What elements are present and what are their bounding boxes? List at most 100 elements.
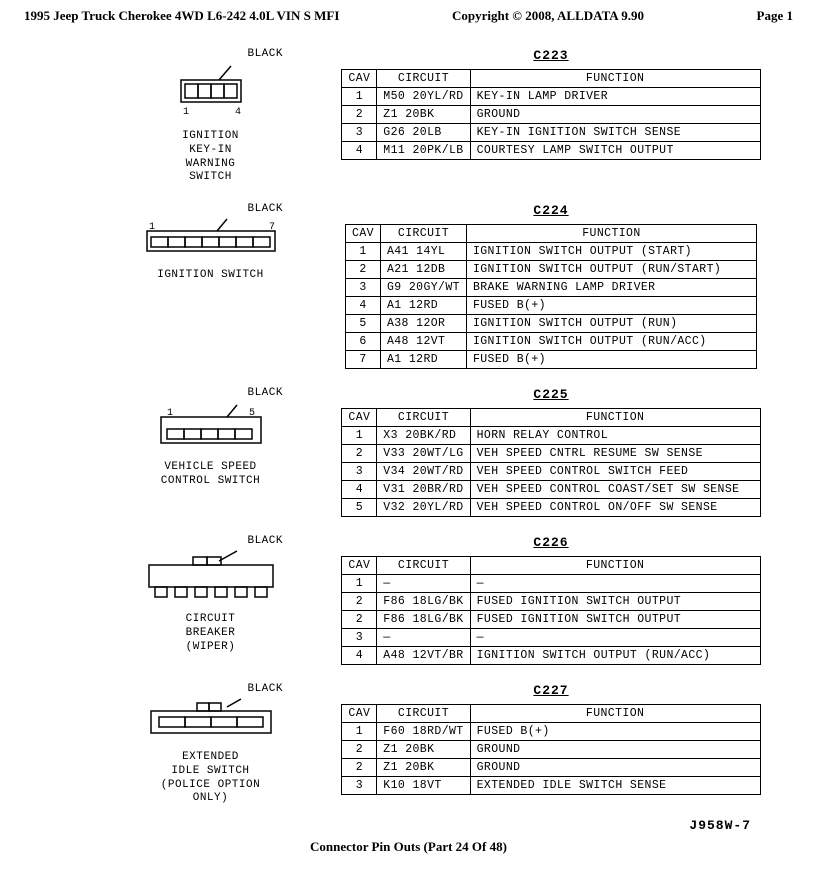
table-row: 3K10 18VTEXTENDED IDLE SWITCH SENSE xyxy=(342,777,760,795)
table-cell: 5 xyxy=(346,315,381,333)
table-header-cell: FUNCTION xyxy=(470,409,760,427)
table-header-cell: CAV xyxy=(342,70,377,88)
table-row: 4A1 12RDFUSED B(+) xyxy=(346,297,757,315)
table-cell: 2 xyxy=(342,445,377,463)
table-header-cell: FUNCTION xyxy=(470,70,760,88)
pinout-table: CAVCIRCUITFUNCTION1X3 20BK/RDHORN RELAY … xyxy=(341,408,760,517)
table-cell: A1 12RD xyxy=(380,351,466,369)
table-row: 1—— xyxy=(342,575,760,593)
table-cell: VEH SPEED CONTROL ON/OFF SW SENSE xyxy=(470,499,760,517)
table-cell: 7 xyxy=(346,351,381,369)
connector-icon xyxy=(139,549,283,605)
table-header-row: CAVCIRCUITFUNCTION xyxy=(342,70,760,88)
table-cell: G26 20LB xyxy=(377,124,470,142)
pinout-table-wrap: C226CAVCIRCUITFUNCTION1——2F86 18LG/BKFUS… xyxy=(303,535,799,665)
table-cell: KEY-IN LAMP DRIVER xyxy=(470,88,760,106)
table-cell: 1 xyxy=(342,575,377,593)
table-cell: 3 xyxy=(342,124,377,142)
table-row: 2F86 18LG/BKFUSED IGNITION SWITCH OUTPUT xyxy=(342,611,760,629)
table-header-cell: CIRCUIT xyxy=(377,557,470,575)
table-cell: F86 18LG/BK xyxy=(377,611,470,629)
table-header-row: CAVCIRCUITFUNCTION xyxy=(342,409,760,427)
table-header-cell: FUNCTION xyxy=(470,705,760,723)
table-cell: 4 xyxy=(346,297,381,315)
table-row: 3G26 20LBKEY-IN IGNITION SWITCH SENSE xyxy=(342,124,760,142)
table-row: 2Z1 20BKGROUND xyxy=(342,106,760,124)
table-cell: IGNITION SWITCH OUTPUT (RUN/ACC) xyxy=(466,333,756,351)
table-cell: 1 xyxy=(342,427,377,445)
pinout-table-wrap: C225CAVCIRCUITFUNCTION1X3 20BK/RDHORN RE… xyxy=(303,387,799,517)
table-cell: 2 xyxy=(346,261,381,279)
table-cell: — xyxy=(470,575,760,593)
svg-text:1: 1 xyxy=(183,107,190,118)
table-cell: 4 xyxy=(342,481,377,499)
table-header-cell: CIRCUIT xyxy=(377,705,470,723)
table-cell: A48 12VT xyxy=(380,333,466,351)
table-row: 2A21 12DBIGNITION SWITCH OUTPUT (RUN/STA… xyxy=(346,261,757,279)
table-cell: — xyxy=(377,575,470,593)
connector-id-title: C224 xyxy=(533,203,568,218)
table-header-row: CAVCIRCUITFUNCTION xyxy=(342,557,760,575)
table-row: 1F60 18RD/WTFUSED B(+) xyxy=(342,723,760,741)
table-cell: V34 20WT/RD xyxy=(377,463,470,481)
table-cell: Z1 20BK xyxy=(377,759,470,777)
table-row: 4A48 12VT/BRIGNITION SWITCH OUTPUT (RUN/… xyxy=(342,647,760,665)
table-header-cell: FUNCTION xyxy=(466,225,756,243)
connector-section-c224: BLACK17IGNITION SWITCHC224CAVCIRCUITFUNC… xyxy=(18,203,799,369)
connector-diagram: BLACK17IGNITION SWITCH xyxy=(118,203,303,283)
table-row: 5A38 12ORIGNITION SWITCH OUTPUT (RUN) xyxy=(346,315,757,333)
table-cell: 2 xyxy=(342,106,377,124)
table-cell: FUSED B(+) xyxy=(466,351,756,369)
table-cell: A38 12OR xyxy=(380,315,466,333)
table-cell: IGNITION SWITCH OUTPUT (RUN/START) xyxy=(466,261,756,279)
pinout-table-wrap: C224 CAVCIRCUITFUNCTION1A41 14YLIGNITION … xyxy=(303,203,799,369)
table-header-row: CAVCIRCUITFUNCTION xyxy=(346,225,757,243)
table-cell: VEH SPEED CNTRL RESUME SW SENSE xyxy=(470,445,760,463)
svg-text:1: 1 xyxy=(149,222,156,233)
pinout-table: CAVCIRCUITFUNCTION1F60 18RD/WTFUSED B(+)… xyxy=(341,704,760,795)
table-cell: 2 xyxy=(342,593,377,611)
table-cell: VEH SPEED CONTROL COAST/SET SW SENSE xyxy=(470,481,760,499)
table-cell: X3 20BK/RD xyxy=(377,427,470,445)
table-cell: IGNITION SWITCH OUTPUT (RUN/ACC) xyxy=(470,647,760,665)
table-cell: 3 xyxy=(342,777,377,795)
table-cell: 2 xyxy=(342,611,377,629)
svg-text:4: 4 xyxy=(235,107,242,118)
page-number: Page 1 xyxy=(757,8,793,24)
table-cell: 1 xyxy=(346,243,381,261)
table-row: 2Z1 20BKGROUND xyxy=(342,759,760,777)
table-header-cell: FUNCTION xyxy=(470,557,760,575)
table-cell: GROUND xyxy=(470,759,760,777)
table-cell: — xyxy=(470,629,760,647)
table-cell: F86 18LG/BK xyxy=(377,593,470,611)
table-cell: VEH SPEED CONTROL SWITCH FEED xyxy=(470,463,760,481)
connector-color-label: BLACK xyxy=(247,683,283,695)
table-header-cell: CIRCUIT xyxy=(377,70,470,88)
connector-id-title: C225 xyxy=(533,387,568,402)
table-row: 1A41 14YLIGNITION SWITCH OUTPUT (START) xyxy=(346,243,757,261)
table-cell: K10 18VT xyxy=(377,777,470,795)
table-cell: EXTENDED IDLE SWITCH SENSE xyxy=(470,777,760,795)
table-cell: FUSED B(+) xyxy=(466,297,756,315)
connector-caption: VEHICLE SPEEDCONTROL SWITCH xyxy=(161,461,260,489)
table-row: 6A48 12VTIGNITION SWITCH OUTPUT (RUN/ACC… xyxy=(346,333,757,351)
table-cell: M11 20PK/LB xyxy=(377,142,470,160)
table-cell: — xyxy=(377,629,470,647)
table-cell: G9 20GY/WT xyxy=(380,279,466,297)
svg-text:7: 7 xyxy=(269,222,276,233)
connector-icon xyxy=(141,697,281,743)
pinout-table-wrap: C227CAVCIRCUITFUNCTION1F60 18RD/WTFUSED … xyxy=(303,683,799,795)
table-row: 1M50 20YL/RDKEY-IN LAMP DRIVER xyxy=(342,88,760,106)
connector-caption: EXTENDEDIDLE SWITCH(POLICE OPTIONONLY) xyxy=(161,751,260,806)
table-row: 7A1 12RDFUSED B(+) xyxy=(346,351,757,369)
pinout-table: CAVCIRCUITFUNCTION1M50 20YL/RDKEY-IN LAM… xyxy=(341,69,760,160)
table-cell: 1 xyxy=(342,723,377,741)
table-cell: KEY-IN IGNITION SWITCH SENSE xyxy=(470,124,760,142)
table-cell: 3 xyxy=(346,279,381,297)
pinout-table: CAVCIRCUITFUNCTION1A41 14YLIGNITION SWIT… xyxy=(345,224,757,369)
table-row: 2Z1 20BKGROUND xyxy=(342,741,760,759)
table-cell: IGNITION SWITCH OUTPUT (START) xyxy=(466,243,756,261)
connector-id-title: C226 xyxy=(533,535,568,550)
footer-title: Connector Pin Outs (Part 24 Of 48) xyxy=(18,839,799,855)
table-cell: 3 xyxy=(342,629,377,647)
